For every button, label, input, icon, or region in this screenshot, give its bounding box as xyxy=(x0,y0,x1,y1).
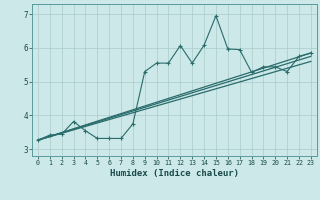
X-axis label: Humidex (Indice chaleur): Humidex (Indice chaleur) xyxy=(110,169,239,178)
